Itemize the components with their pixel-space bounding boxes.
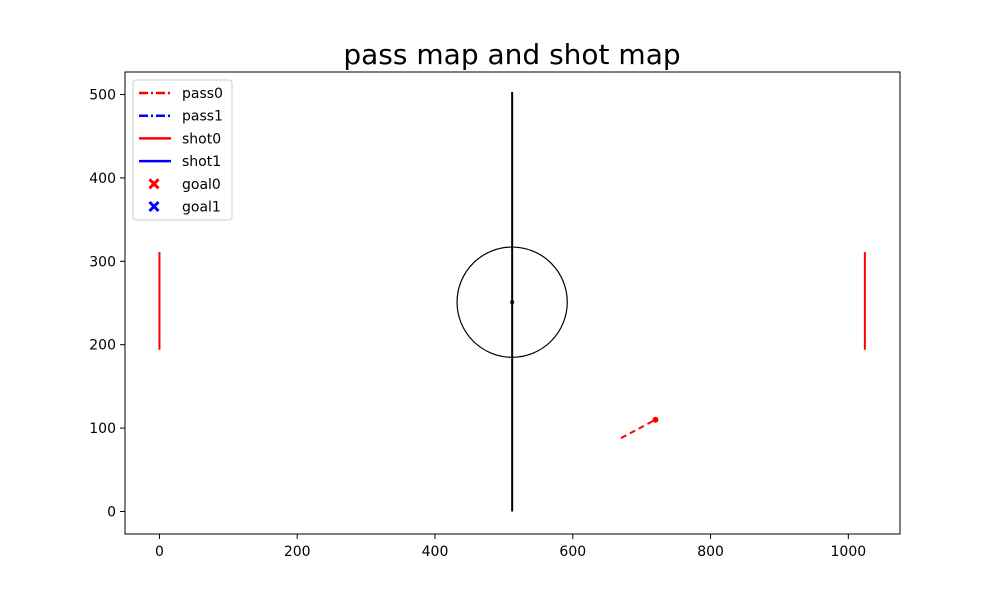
legend-x-marker <box>148 200 160 213</box>
x-tick-label: 400 <box>422 544 449 560</box>
x-axis: 0 200 400 600 800 1000 <box>155 534 866 560</box>
y-tick-label: 100 <box>89 421 116 437</box>
y-tick-label: 300 <box>89 254 116 270</box>
pass-end-point <box>652 416 659 423</box>
x-tick-label: 200 <box>284 544 311 560</box>
legend-item-shot1: shot1 <box>139 154 221 170</box>
legend-label: goal1 <box>182 200 221 216</box>
center-spot <box>510 300 515 305</box>
legend-label: pass0 <box>182 86 223 102</box>
x-tick-label: 600 <box>559 544 586 560</box>
pass-line <box>620 418 656 439</box>
x-tick-label: 800 <box>697 544 724 560</box>
y-axis: 0 100 200 300 400 500 <box>89 88 125 520</box>
legend-label: shot1 <box>182 154 221 170</box>
legend-label: shot0 <box>182 131 221 147</box>
pass-and-shot-marks <box>620 416 659 439</box>
y-tick-label: 200 <box>89 338 116 354</box>
center-circle <box>456 246 568 358</box>
chart-title: pass map and shot map <box>343 38 680 71</box>
legend-label: pass1 <box>182 109 223 125</box>
legend-item-shot0: shot0 <box>139 131 221 147</box>
legend-item-pass0: pass0 <box>139 86 223 102</box>
legend-item-pass1: pass1 <box>139 109 223 125</box>
legend-item-goal0: goal0 <box>148 177 221 193</box>
legend-label: goal0 <box>182 177 221 193</box>
legend-item-goal1: goal1 <box>148 200 221 216</box>
pitch <box>158 92 866 512</box>
y-tick-label: 400 <box>89 171 116 187</box>
x-tick-label: 1000 <box>831 544 867 560</box>
axes-frame <box>124 71 901 535</box>
x-tick-label: 0 <box>155 544 164 560</box>
y-tick-label: 500 <box>89 88 116 104</box>
legend-x-marker <box>148 178 160 190</box>
y-tick-label: 0 <box>107 504 116 520</box>
legend: pass0 pass1 shot0 shot1 goal0 goal1 <box>132 79 233 221</box>
